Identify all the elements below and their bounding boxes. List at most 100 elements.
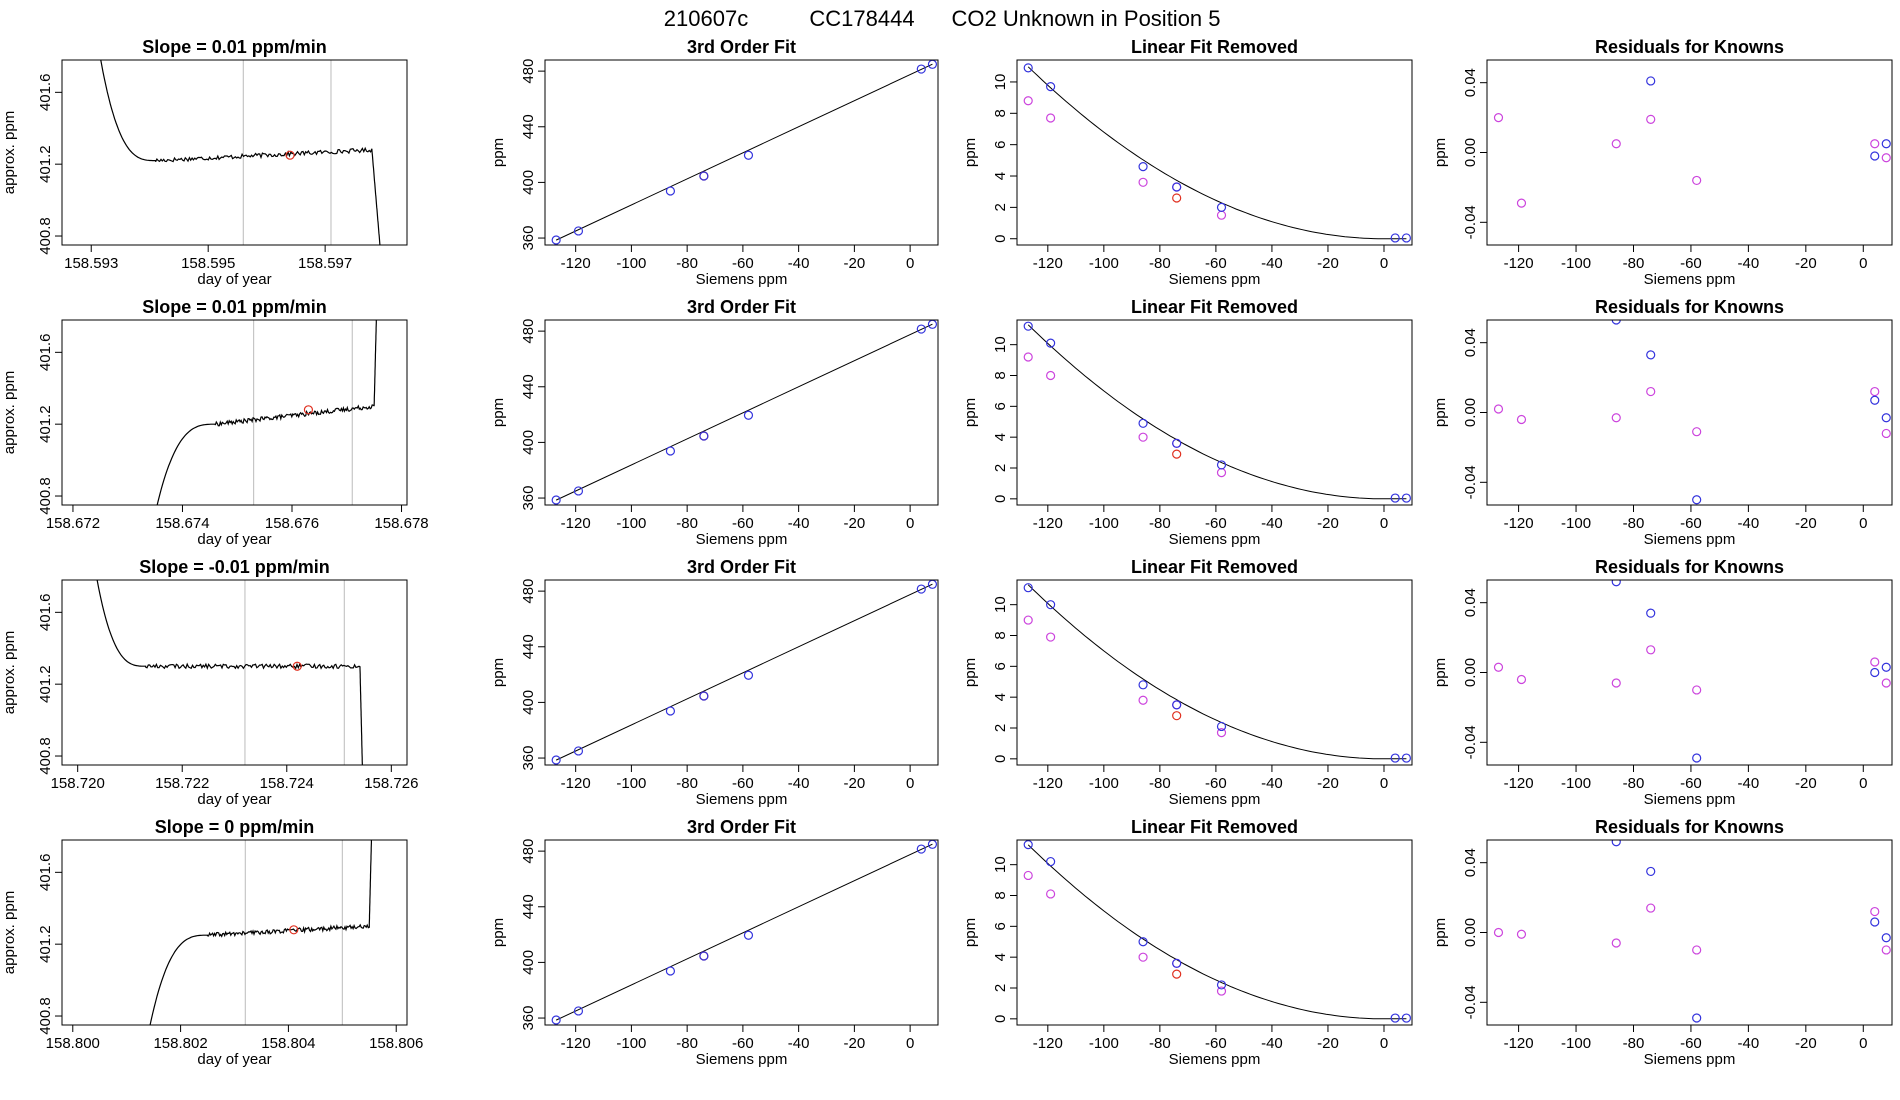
chart-1-2-unknown-point — [1172, 449, 1182, 459]
chart-1-2-xtick-label: -40 — [1261, 515, 1283, 532]
chart-2-2-ylabel: ppm — [962, 658, 979, 687]
chart-0-1-ytick-label: 480 — [520, 59, 537, 84]
chart-1-1: 3rd Order Fit -120 -100 -80 -60 -40 -20 0 360 400… — [490, 297, 939, 548]
chart-2-1-xtick-label: -80 — [676, 775, 698, 792]
chart-0-1-known-point — [551, 235, 561, 245]
chart-3-1-xtick-label: 0 — [906, 1035, 914, 1052]
chart-0-2-ytick-label: 2 — [992, 203, 1009, 211]
chart-0-3-xtick-label: -20 — [1795, 255, 1817, 272]
chart-2-3-known-point — [1646, 608, 1656, 618]
chart-2-1-title: 3rd Order Fit — [687, 557, 796, 577]
chart-1-3-alt-point — [1881, 428, 1891, 439]
chart-1-1-xtick-label: -100 — [616, 515, 646, 532]
chart-3-3-xtick-label: -60 — [1680, 1035, 1702, 1052]
chart-2-3-xtick-label: -40 — [1738, 775, 1760, 792]
chart-1-1-frame — [544, 319, 939, 506]
chart-2-2-xtick-label: -40 — [1261, 775, 1283, 792]
chart-2-0: Slope = -0.01 ppm/min 158.720 158.722 158.7… — [1, 557, 418, 808]
chart-2-1-xtick-label: -120 — [561, 775, 591, 792]
chart-3-0: Slope = 0 ppm/min 158.800 158.802 158.804 15… — [1, 817, 423, 1068]
chart-2-1-xtick-label: -20 — [844, 775, 866, 792]
chart-0-3-xtick-label: -100 — [1561, 255, 1591, 272]
chart-0-2-xtick-label: -60 — [1205, 255, 1227, 272]
chart-2-0-plot-area — [96, 580, 363, 765]
chart-0-1-xlabel: Siemens ppm — [696, 271, 788, 288]
chart-3-1-known-point — [743, 930, 754, 940]
chart-1-1-xtick-label: -20 — [844, 515, 866, 532]
sample-description: CO2 Unknown in Position 5 — [951, 6, 1220, 31]
chart-1-0-ytick-label: 401.6 — [37, 334, 54, 372]
chart-3-2-xtick-label: -100 — [1089, 1035, 1119, 1052]
chart-3-3-xtick-label: -100 — [1561, 1035, 1591, 1052]
chart-0-0-plot-area — [100, 60, 381, 245]
chart-0-2-xtick-label: -80 — [1149, 255, 1171, 272]
chart-2-2-frame — [1016, 579, 1413, 766]
chart-2-1-ytick-label: 400 — [520, 690, 537, 715]
chart-1-3-known-point — [1692, 495, 1702, 505]
chart-1-3-plot-area — [1493, 320, 1891, 505]
chart-3-2-alt-point — [1046, 889, 1056, 899]
chart-3-3-plot-area — [1493, 840, 1891, 1023]
chart-1-1-xtick-label: -120 — [561, 515, 591, 532]
chart-2-2-alt-point — [1216, 728, 1227, 738]
chart-3-1-known-point — [551, 1015, 561, 1025]
chart-3-3-xtick-label: -120 — [1504, 1035, 1534, 1052]
chart-3-1-ylabel: ppm — [490, 918, 507, 947]
chart-2-3-known-point — [1870, 667, 1880, 678]
chart-3-1-xtick-label: -60 — [732, 1035, 754, 1052]
chart-1-2-xtick-label: -80 — [1149, 515, 1171, 532]
chart-1-1-xtick-label: -40 — [788, 515, 810, 532]
chart-2-1-xtick-label: 0 — [906, 775, 914, 792]
chart-1-1-known-point — [743, 410, 754, 420]
chart-1-2-known-point — [1216, 460, 1227, 470]
chart-3-3-known-point — [1881, 933, 1891, 943]
chart-0-1-known-point — [665, 186, 676, 196]
chart-0-3-xtick-label: -60 — [1680, 255, 1702, 272]
chart-2-0-xtick-label: 158.722 — [155, 775, 209, 792]
chart-2-2-fit-curve — [1027, 584, 1407, 760]
chart-0-2-alt-point — [1138, 177, 1148, 187]
chart-2-1-xtick-label: -100 — [616, 775, 646, 792]
chart-3-1-xlabel: Siemens ppm — [696, 1051, 788, 1068]
chart-3-1-xtick-label: -20 — [844, 1035, 866, 1052]
chart-0-2-frame — [1016, 59, 1413, 246]
chart-3-2-xlabel: Siemens ppm — [1169, 1051, 1261, 1068]
chart-2-3-alt-point — [1881, 678, 1891, 688]
chart-3-1-known-point — [916, 844, 926, 854]
chart-2-3-ytick-label: 0.00 — [1462, 658, 1479, 687]
chart-0-1-frame — [544, 59, 939, 246]
chart-3-0-ylabel: approx. ppm — [1, 891, 18, 974]
chart-2-3-ytick-label: 0.04 — [1462, 588, 1479, 617]
chart-3-3-ytick-label: 0.04 — [1462, 848, 1479, 877]
chart-1-1-ytick-label: 440 — [520, 374, 537, 399]
chart-2-3: Residuals for Knowns -120 -100 -80 -60 -40 -20… — [1432, 557, 1893, 808]
chart-0-3-alt-point — [1692, 175, 1702, 186]
chart-1-0-unknown-marker — [303, 405, 314, 415]
chart-2-2-known-point — [1023, 583, 1033, 593]
chart-2-3-known-point — [1692, 753, 1702, 763]
chart-0-1: 3rd Order Fit -120 -100 -80 -60 -40 -20 0 360 400… — [490, 37, 939, 288]
chart-1-3-ytick-label: 0.00 — [1462, 398, 1479, 427]
chart-1-2-xtick-label: -100 — [1089, 515, 1119, 532]
chart-1-0-ytick-label: 400.8 — [37, 477, 54, 515]
run-id: 210607c — [664, 6, 748, 31]
chart-1-2-frame — [1016, 319, 1413, 506]
chart-2-2-alt-point — [1046, 632, 1056, 642]
chart-0-2-ytick-label: 0 — [992, 235, 1009, 243]
chart-0-1-ytick-label: 360 — [520, 226, 537, 251]
chart-2-2-xtick-label: 0 — [1380, 775, 1388, 792]
chart-0-3-xtick-label: -120 — [1504, 255, 1534, 272]
chart-3-0-xtick-label: 158.800 — [46, 1035, 100, 1052]
chart-0-1-xtick-label: 0 — [906, 255, 914, 272]
chart-1-2-ytick-label: 8 — [992, 371, 1009, 379]
chart-0-1-known-point — [573, 226, 584, 236]
chart-3-2-known-point — [1046, 856, 1056, 867]
chart-0-3-known-point — [1646, 76, 1656, 86]
chart-0-0-title: Slope = 0.01 ppm/min — [142, 37, 327, 57]
chart-3-0-ytick-label: 401.2 — [37, 925, 54, 963]
chart-1-0-trace — [156, 320, 377, 505]
chart-2-3-xlabel: Siemens ppm — [1644, 791, 1736, 808]
chart-3-0-unknown-marker — [289, 925, 299, 935]
chart-2-2-known-point — [1401, 753, 1411, 763]
chart-1-3-alt-point — [1646, 386, 1656, 397]
